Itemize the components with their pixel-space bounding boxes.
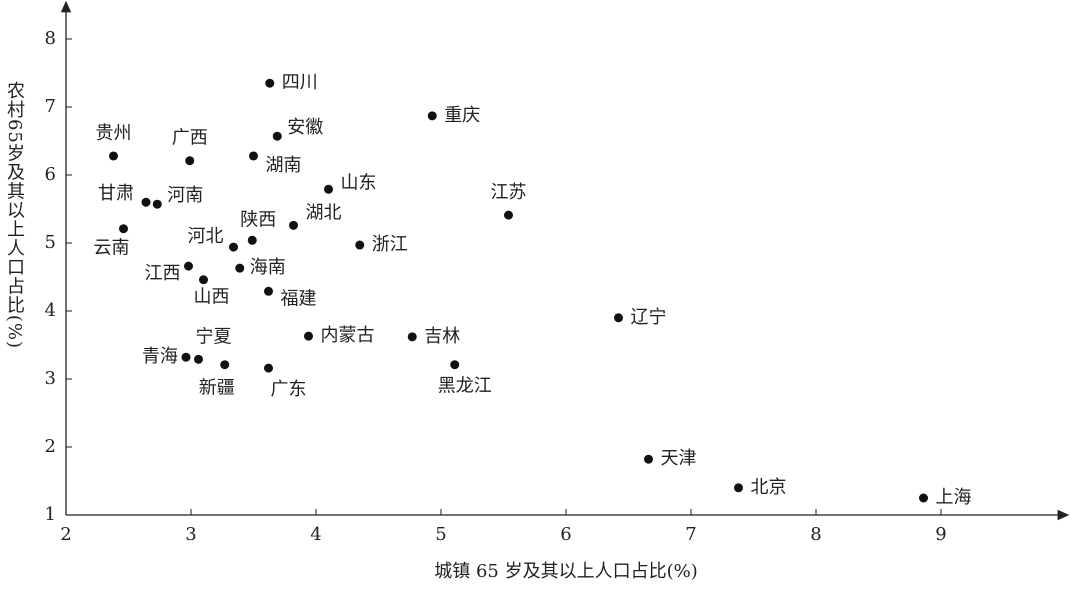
x-tick-label: 2 — [60, 524, 71, 545]
point — [504, 210, 513, 220]
point-label: 北京 — [751, 477, 787, 498]
point-label: 云南 — [94, 238, 130, 259]
point-label: 江苏 — [491, 182, 527, 203]
x-tick-label: 3 — [185, 524, 196, 545]
y-tick-label: 7 — [45, 96, 56, 117]
point-label: 河北 — [188, 226, 224, 247]
point-label: 湖北 — [306, 202, 342, 223]
point-label: 山东 — [341, 172, 377, 193]
point-label: 湖南 — [266, 155, 302, 176]
x-tick-label: 9 — [935, 524, 946, 545]
point — [644, 454, 653, 464]
point — [109, 151, 118, 161]
point-label: 贵州 — [96, 123, 132, 144]
y-tick-label: 2 — [45, 436, 56, 457]
point-label: 上海 — [936, 487, 972, 508]
point — [152, 199, 162, 209]
point — [614, 313, 623, 323]
point — [220, 360, 230, 370]
y-tick-label: 5 — [45, 232, 56, 253]
point-label: 内蒙古 — [321, 325, 375, 346]
y-tick-label: 4 — [45, 300, 56, 321]
y-tick-label: 3 — [45, 368, 56, 389]
point — [264, 363, 273, 373]
point-label: 安徽 — [287, 117, 323, 138]
x-tick-label: 4 — [310, 524, 321, 545]
point-label: 青海 — [142, 346, 178, 367]
x-tick-label: 7 — [685, 524, 696, 545]
point — [185, 156, 195, 166]
point-label: 陕西 — [240, 209, 276, 230]
point — [919, 493, 928, 503]
point-label: 浙江 — [372, 234, 408, 255]
point-label: 天津 — [661, 448, 697, 469]
point-label: 甘肃 — [98, 183, 134, 204]
point-label: 辽宁 — [631, 307, 667, 328]
point-label: 黑龙江 — [438, 376, 492, 397]
point — [199, 275, 208, 285]
point — [265, 78, 275, 88]
point — [450, 360, 460, 370]
point-label: 海南 — [250, 257, 286, 278]
point — [141, 197, 151, 207]
point — [427, 111, 437, 121]
x-tick-label: 6 — [560, 524, 571, 545]
point-label: 江西 — [145, 263, 181, 284]
point-label: 福建 — [281, 288, 317, 309]
point — [734, 483, 743, 493]
point — [247, 235, 257, 245]
point — [264, 286, 273, 296]
point — [249, 151, 258, 161]
point — [119, 224, 128, 234]
point — [194, 354, 203, 364]
x-tick-label: 5 — [435, 524, 446, 545]
point — [289, 220, 298, 230]
point — [324, 184, 333, 194]
y-tick-label: 6 — [45, 164, 56, 185]
point-label: 重庆 — [444, 105, 480, 126]
point — [235, 263, 245, 273]
point — [304, 331, 313, 341]
point — [407, 332, 417, 342]
y-tick-label: 8 — [45, 28, 56, 49]
point-label: 新疆 — [199, 378, 235, 399]
point-label: 四川 — [282, 72, 318, 93]
point — [229, 242, 238, 252]
point-label: 吉林 — [424, 326, 460, 347]
y-tick-label: 1 — [45, 504, 56, 525]
y-axis-label: 农村65岁及其以上人口占比(%) — [4, 81, 25, 349]
point-label: 广东 — [271, 379, 307, 400]
point — [355, 240, 365, 250]
point-label: 河南 — [167, 185, 203, 206]
point — [272, 131, 282, 141]
point-label: 宁夏 — [196, 326, 232, 347]
x-tick-label: 8 — [810, 524, 821, 545]
point — [184, 261, 193, 271]
x-axis-label: 城镇 65 岁及其以上人口占比(%) — [434, 561, 698, 582]
point — [181, 352, 191, 362]
point-label: 山西 — [194, 287, 230, 308]
point-label: 广西 — [172, 128, 208, 149]
